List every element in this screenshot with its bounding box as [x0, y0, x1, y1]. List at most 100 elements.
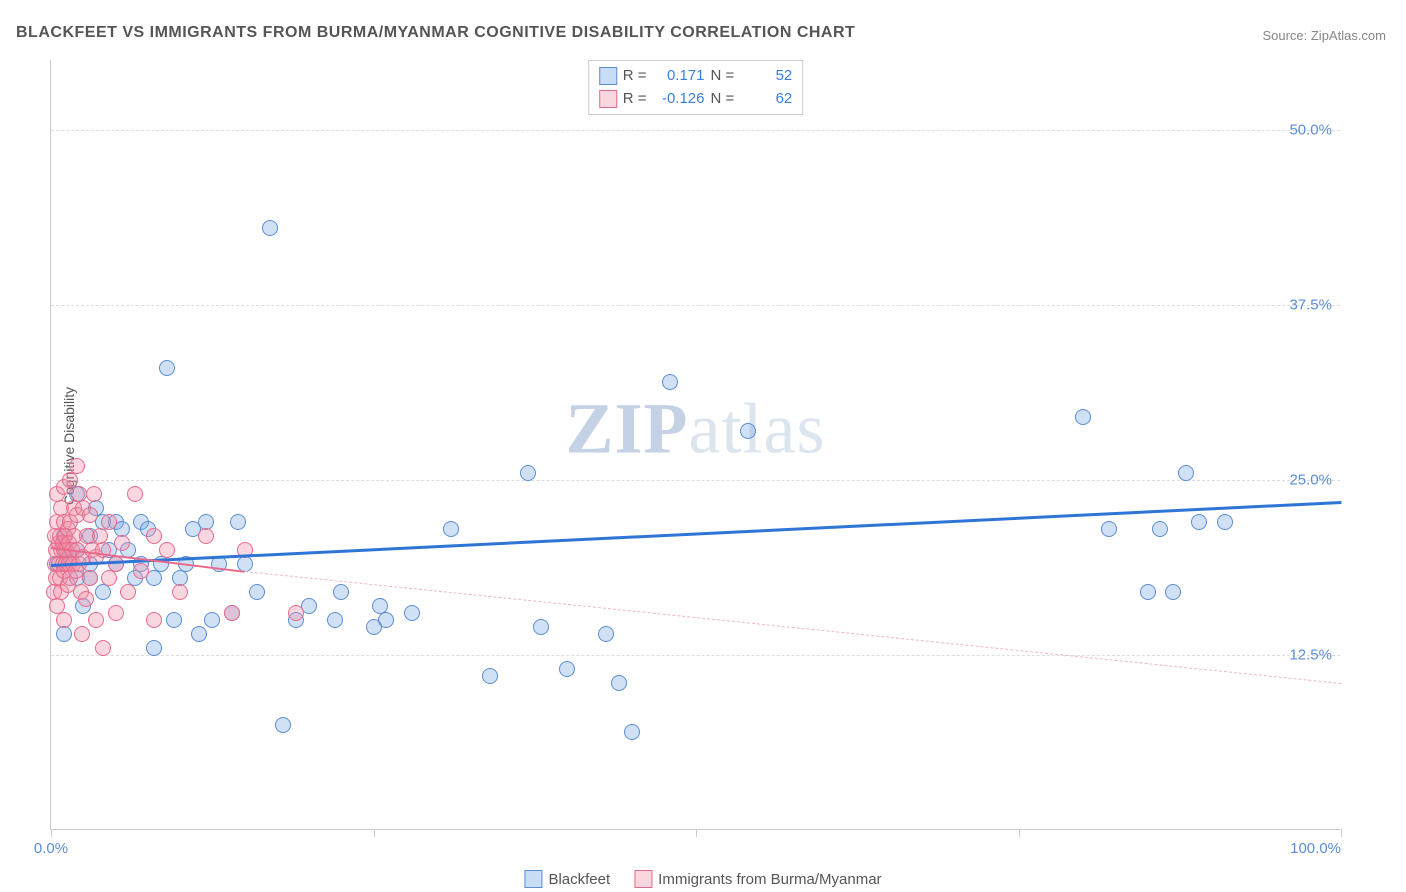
data-point [95, 640, 111, 656]
data-point [249, 584, 265, 600]
bottom-legend: Blackfeet Immigrants from Burma/Myanmar [524, 870, 881, 888]
data-point [114, 535, 130, 551]
data-point [146, 640, 162, 656]
swatch-blue-icon [599, 67, 617, 85]
data-point [1165, 584, 1181, 600]
data-point [82, 570, 98, 586]
r-label: R = [623, 88, 647, 111]
swatch-pink-icon [599, 90, 617, 108]
data-point [288, 605, 304, 621]
gridline [51, 130, 1340, 131]
stats-row-burma: R = -0.126 N = 62 [599, 88, 793, 111]
data-point [56, 612, 72, 628]
source-prefix: Source: [1262, 28, 1310, 43]
x-tick [696, 829, 697, 837]
watermark-atlas: atlas [689, 389, 826, 469]
y-tick-label: 37.5% [1289, 297, 1332, 314]
data-point [146, 612, 162, 628]
source-link[interactable]: ZipAtlas.com [1311, 28, 1386, 43]
n-label: N = [711, 65, 735, 88]
swatch-blue-icon [524, 870, 542, 888]
data-point [82, 507, 98, 523]
data-point [662, 374, 678, 390]
data-point [533, 619, 549, 635]
gridline [51, 305, 1340, 306]
legend-label: Blackfeet [548, 871, 610, 888]
data-point [159, 360, 175, 376]
data-point [327, 612, 343, 628]
y-tick-label: 12.5% [1289, 647, 1332, 664]
data-point [1152, 521, 1168, 537]
legend-item-burma: Immigrants from Burma/Myanmar [634, 870, 881, 888]
data-point [120, 584, 136, 600]
data-point [262, 220, 278, 236]
data-point [166, 612, 182, 628]
gridline [51, 655, 1340, 656]
data-point [1217, 514, 1233, 530]
data-point [443, 521, 459, 537]
data-point [224, 605, 240, 621]
data-point [598, 626, 614, 642]
data-point [56, 626, 72, 642]
data-point [275, 717, 291, 733]
source-label: Source: ZipAtlas.com [1262, 28, 1386, 43]
y-tick-label: 50.0% [1289, 122, 1332, 139]
data-point [127, 486, 143, 502]
data-point [101, 570, 117, 586]
data-point [69, 458, 85, 474]
legend-item-blackfeet: Blackfeet [524, 870, 610, 888]
n-value: 62 [740, 88, 792, 111]
data-point [204, 612, 220, 628]
stats-legend-box: R = 0.171 N = 52 R = -0.126 N = 62 [588, 60, 804, 115]
data-point [482, 668, 498, 684]
data-point [191, 626, 207, 642]
data-point [611, 675, 627, 691]
data-point [172, 584, 188, 600]
x-tick [1019, 829, 1020, 837]
gridline [51, 480, 1340, 481]
data-point [88, 612, 104, 628]
chart-title: BLACKFEET VS IMMIGRANTS FROM BURMA/MYANM… [16, 24, 855, 42]
data-point [86, 486, 102, 502]
r-label: R = [623, 65, 647, 88]
x-tick [1341, 829, 1342, 837]
data-point [1075, 409, 1091, 425]
x-tick-label: 100.0% [1290, 840, 1341, 857]
r-value: -0.126 [653, 88, 705, 111]
data-point [230, 514, 246, 530]
trend-line [51, 501, 1341, 567]
data-point [404, 605, 420, 621]
data-point [78, 591, 94, 607]
n-label: N = [711, 88, 735, 111]
data-point [198, 528, 214, 544]
data-point [740, 423, 756, 439]
x-tick [51, 829, 52, 837]
data-point [1140, 584, 1156, 600]
swatch-pink-icon [634, 870, 652, 888]
data-point [95, 584, 111, 600]
data-point [133, 563, 149, 579]
data-point [1101, 521, 1117, 537]
y-tick-label: 25.0% [1289, 472, 1332, 489]
data-point [74, 626, 90, 642]
data-point [146, 528, 162, 544]
scatter-plot-area: ZIPatlas R = 0.171 N = 52 R = -0.126 N =… [50, 60, 1340, 830]
data-point [101, 514, 117, 530]
x-tick-label: 0.0% [34, 840, 68, 857]
data-point [159, 542, 175, 558]
data-point [1178, 465, 1194, 481]
data-point [333, 584, 349, 600]
data-point [520, 465, 536, 481]
legend-label: Immigrants from Burma/Myanmar [658, 871, 881, 888]
data-point [624, 724, 640, 740]
data-point [108, 605, 124, 621]
stats-row-blackfeet: R = 0.171 N = 52 [599, 65, 793, 88]
data-point [559, 661, 575, 677]
watermark-zip: ZIP [566, 389, 689, 469]
data-point [378, 612, 394, 628]
n-value: 52 [740, 65, 792, 88]
r-value: 0.171 [653, 65, 705, 88]
watermark: ZIPatlas [566, 388, 826, 471]
data-point [1191, 514, 1207, 530]
x-tick [374, 829, 375, 837]
